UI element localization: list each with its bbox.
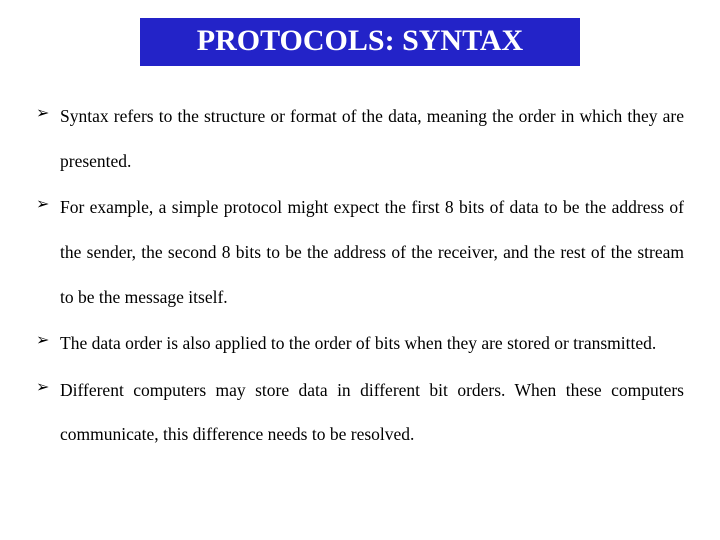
bullet-item: Syntax refers to the structure or format… [36,94,684,183]
bullet-item: Different computers may store data in di… [36,368,684,457]
bullet-item: For example, a simple protocol might exp… [36,185,684,319]
bullet-list: Syntax refers to the structure or format… [30,94,690,457]
slide-title: PROTOCOLS: SYNTAX [140,18,580,66]
bullet-item: The data order is also applied to the or… [36,321,684,366]
